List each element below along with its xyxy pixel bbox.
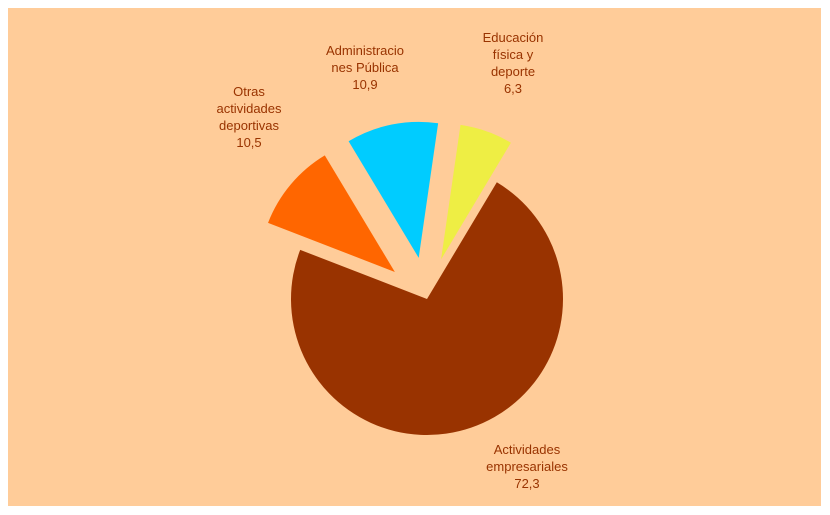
slice-label-line: Educación xyxy=(483,30,544,45)
pie-slice-3 xyxy=(441,124,511,260)
slice-value-2: 10,9 xyxy=(352,77,377,92)
chart-area: Actividades empresariales 72,3 Otras activid… xyxy=(8,8,821,506)
pie-chart: Actividades empresariales 72,3 Otras activid… xyxy=(216,30,568,491)
pie-slice-0 xyxy=(291,182,564,435)
slice-label-line: deporte xyxy=(491,64,535,79)
slice-label-line: Administracio xyxy=(326,43,404,58)
slice-value-1: 10,5 xyxy=(236,135,261,150)
slice-label-line: física y xyxy=(493,47,534,62)
slice-label-line: Actividades xyxy=(494,442,561,457)
slice-label-3: Educación física y deporte 6,3 xyxy=(483,30,544,96)
slice-label-line: empresariales xyxy=(486,459,568,474)
slice-label-1: Otras actividades deportivas 10,5 xyxy=(216,84,282,150)
slice-value-0: 72,3 xyxy=(514,476,539,491)
slice-value-3: 6,3 xyxy=(504,81,522,96)
pie-slice-2 xyxy=(348,121,439,258)
slice-label-line: nes Pública xyxy=(331,60,399,75)
slice-label-0: Actividades empresariales 72,3 xyxy=(486,442,568,491)
slice-label-2: Administracio nes Pública 10,9 xyxy=(326,43,404,92)
slice-label-line: actividades xyxy=(216,101,282,116)
slice-label-line: Otras xyxy=(233,84,265,99)
pie-slice-1 xyxy=(268,155,395,272)
slice-label-line: deportivas xyxy=(219,118,279,133)
